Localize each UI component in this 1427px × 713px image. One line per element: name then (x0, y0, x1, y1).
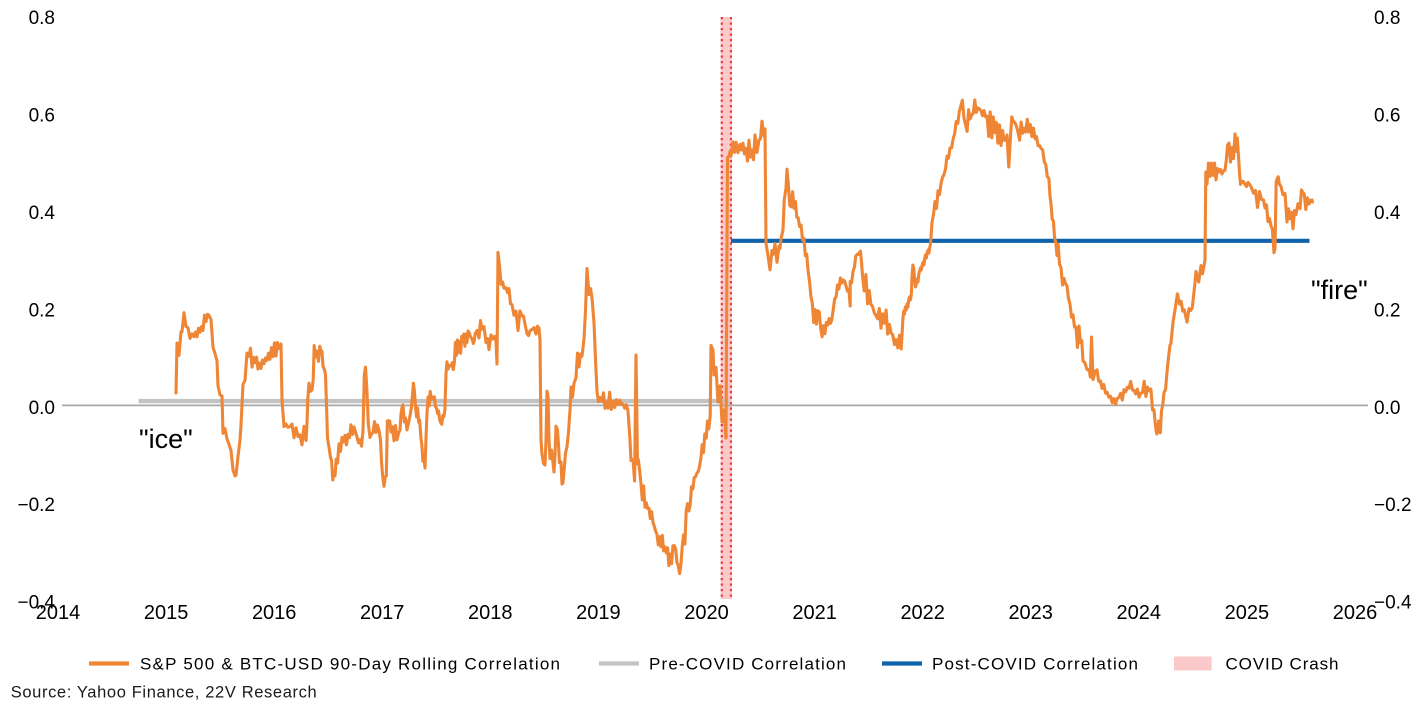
svg-text:2021: 2021 (792, 602, 837, 624)
svg-text:2025: 2025 (1225, 602, 1270, 624)
svg-text:2017: 2017 (360, 602, 405, 624)
svg-text:2015: 2015 (144, 602, 189, 624)
svg-text:2022: 2022 (900, 602, 945, 624)
svg-text:2020: 2020 (684, 602, 729, 624)
svg-text:0.8: 0.8 (29, 8, 55, 29)
svg-text:"fire": "fire" (1311, 275, 1368, 305)
svg-text:0.4: 0.4 (29, 203, 56, 224)
svg-text:−0.4: −0.4 (17, 593, 55, 614)
svg-text:0.0: 0.0 (29, 398, 55, 419)
svg-text:−0.4: −0.4 (1374, 593, 1412, 614)
svg-text:0.6: 0.6 (1374, 106, 1400, 127)
svg-text:0.0: 0.0 (1374, 398, 1400, 419)
svg-text:0.4: 0.4 (1374, 203, 1401, 224)
svg-text:2023: 2023 (1008, 602, 1053, 624)
svg-text:2018: 2018 (468, 602, 513, 624)
svg-text:2019: 2019 (576, 602, 621, 624)
svg-text:−0.2: −0.2 (1374, 495, 1412, 516)
svg-text:2024: 2024 (1117, 602, 1162, 624)
svg-text:0.8: 0.8 (1374, 8, 1400, 29)
svg-text:−0.2: −0.2 (17, 495, 55, 516)
svg-text:COVID Crash: COVID Crash (1226, 655, 1339, 674)
svg-text:2026: 2026 (1333, 602, 1378, 624)
svg-text:0.6: 0.6 (29, 106, 55, 127)
svg-text:"ice": "ice" (139, 424, 193, 454)
svg-text:0.2: 0.2 (29, 300, 55, 321)
svg-text:Pre-COVID Correlation: Pre-COVID Correlation (649, 655, 846, 674)
svg-text:0.2: 0.2 (1374, 300, 1400, 321)
svg-text:Post-COVID Correlation: Post-COVID Correlation (932, 655, 1138, 674)
svg-text:S&P 500 & BTC-USD 90-Day Rolli: S&P 500 & BTC-USD 90-Day Rolling Correla… (140, 655, 560, 674)
svg-text:2014: 2014 (36, 602, 81, 624)
svg-text:Source: Yahoo Finance, 22V Res: Source: Yahoo Finance, 22V Research (11, 684, 317, 702)
svg-text:2016: 2016 (252, 602, 297, 624)
